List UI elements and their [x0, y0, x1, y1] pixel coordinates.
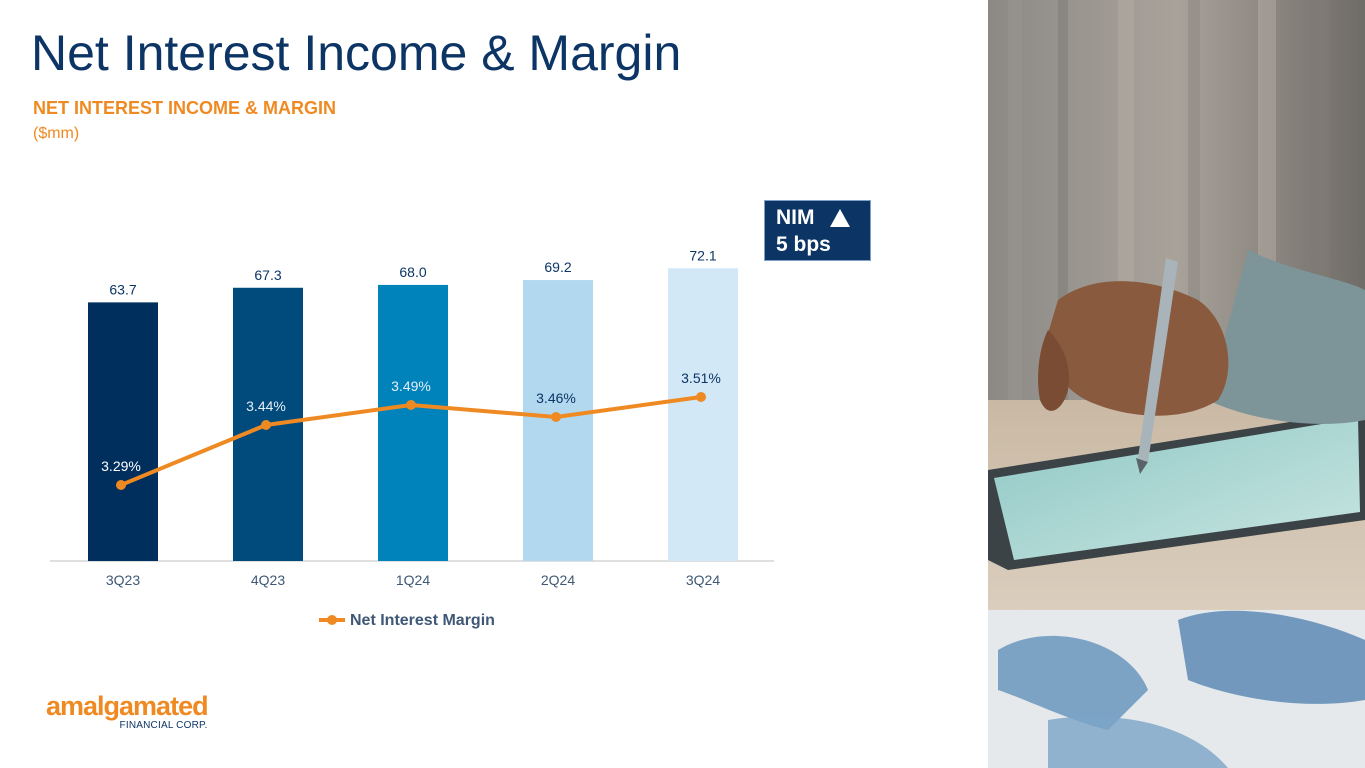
hand-stylus-tablet-photo [988, 0, 1365, 768]
net-interest-chart: 63.7 3Q23 67.3 4Q23 68.0 1Q24 69.2 2Q24 72.1 3Q24… [50, 247, 774, 629]
nim-point-3Q24 [696, 392, 706, 402]
nim-value-label: 3.29% [101, 458, 141, 474]
up-triangle-icon [829, 208, 850, 227]
nim-callout-value: 5 bps [776, 233, 831, 256]
nim-point-1Q24 [406, 400, 416, 410]
legend-marker [327, 615, 337, 625]
x-tick-label: 3Q24 [686, 572, 720, 588]
nim-callout: NIM 5 bps [764, 200, 871, 261]
logo-wordmark: amalgamated [46, 691, 209, 721]
nim-value-label: 3.44% [246, 398, 286, 414]
chart-units: ($mm) [33, 125, 80, 142]
x-tick-label: 2Q24 [541, 572, 575, 588]
bar-value-label: 69.2 [544, 259, 571, 275]
x-tick-label: 3Q23 [106, 572, 140, 588]
bar-value-label: 68.0 [399, 264, 426, 280]
bar-3Q24 [668, 268, 738, 561]
x-tick-label: 1Q24 [396, 572, 430, 588]
nim-point-4Q23 [261, 420, 271, 430]
bar-value-label: 72.1 [689, 247, 716, 263]
nim-point-2Q24 [551, 412, 561, 422]
bar-value-label: 67.3 [254, 267, 281, 283]
legend-label: Net Interest Margin [350, 612, 495, 629]
x-tick-label: 4Q23 [251, 572, 285, 588]
logo-tagline: FINANCIAL CORP. [119, 720, 208, 731]
chart-subtitle: NET INTEREST INCOME & MARGIN [33, 98, 337, 118]
nim-value-label: 3.49% [391, 378, 431, 394]
bar-3Q23 [88, 302, 158, 561]
nim-callout-label: NIM [776, 206, 815, 229]
bar-value-label: 63.7 [109, 281, 136, 297]
company-logo: amalgamated FINANCIAL CORP. [46, 691, 209, 732]
nim-value-label: 3.51% [681, 370, 721, 386]
nim-point-3Q23 [116, 480, 126, 490]
bar-1Q24 [378, 284, 448, 561]
nim-value-label: 3.46% [536, 390, 576, 406]
page-title: Net Interest Income & Margin [31, 25, 682, 81]
